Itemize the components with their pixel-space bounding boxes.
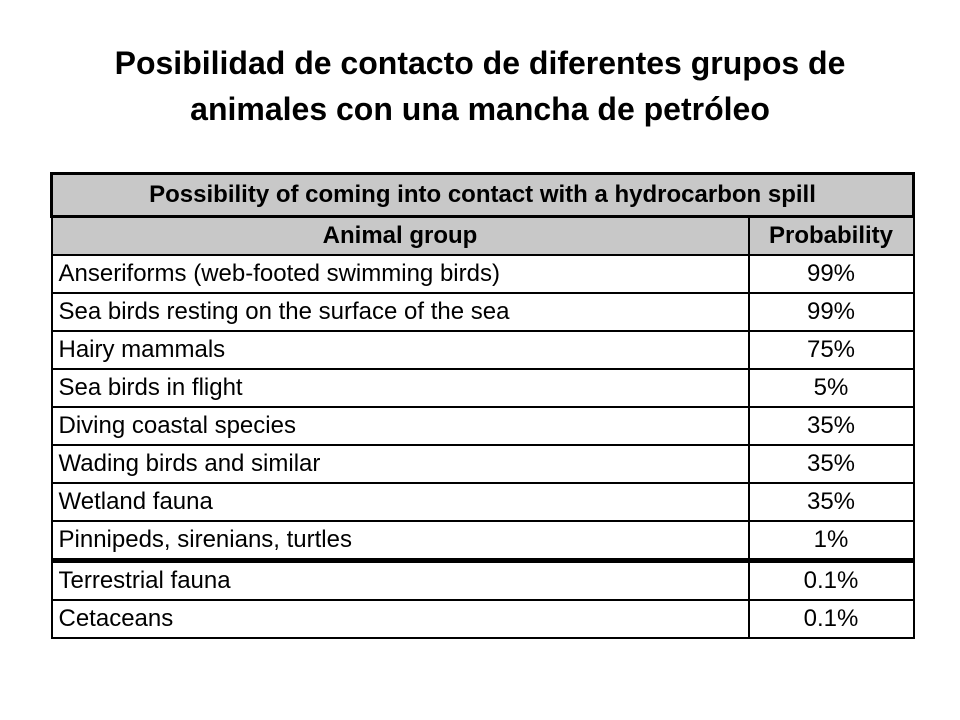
animal-group-cell: Hairy mammals xyxy=(50,330,750,370)
table-row: Pinnipeds, sirenians, turtles 1% xyxy=(50,520,915,563)
slide-title: Posibilidad de contacto de diferentes gr… xyxy=(40,40,920,132)
probability-cell: 1% xyxy=(747,520,915,563)
animal-group-cell: Wetland fauna xyxy=(50,482,750,522)
table-row: Sea birds resting on the surface of the … xyxy=(50,292,915,332)
probability-cell: 5% xyxy=(747,368,915,408)
animal-group-cell: Cetaceans xyxy=(50,599,750,639)
animal-group-cell: Sea birds in flight xyxy=(50,368,750,408)
table-row: Terrestrial fauna 0.1% xyxy=(50,559,915,601)
table-caption-row: Possibility of coming into contact with … xyxy=(49,172,916,218)
slide-title-line-1: Posibilidad de contacto de diferentes gr… xyxy=(114,45,846,81)
probability-cell: 75% xyxy=(747,330,915,370)
table-row: Wetland fauna 35% xyxy=(50,482,915,522)
table-row: Wading birds and similar 35% xyxy=(50,444,915,484)
table-header-row: Animal group Probability xyxy=(50,215,915,256)
table-row: Hairy mammals 75% xyxy=(50,330,915,370)
table-row: Anseriforms (web-footed swimming birds) … xyxy=(50,254,915,294)
animal-group-cell: Anseriforms (web-footed swimming birds) xyxy=(50,254,750,294)
probability-table-container: Possibility of coming into contact with … xyxy=(49,172,916,639)
column-header-animal-group: Animal group xyxy=(50,215,750,256)
table-row: Cetaceans 0.1% xyxy=(50,599,915,639)
probability-cell: 99% xyxy=(747,292,915,332)
probability-cell: 35% xyxy=(747,444,915,484)
probability-cell: 35% xyxy=(747,482,915,522)
animal-group-cell: Pinnipeds, sirenians, turtles xyxy=(50,520,750,563)
animal-group-cell: Diving coastal species xyxy=(50,406,750,446)
animal-group-cell: Wading birds and similar xyxy=(50,444,750,484)
slide-title-line-2: animales con una mancha de petróleo xyxy=(190,91,770,127)
table-row: Sea birds in flight 5% xyxy=(50,368,915,408)
animal-group-cell: Terrestrial fauna xyxy=(50,559,750,601)
probability-cell: 0.1% xyxy=(747,559,915,601)
animal-group-cell: Sea birds resting on the surface of the … xyxy=(50,292,750,332)
probability-cell: 35% xyxy=(747,406,915,446)
table-caption: Possibility of coming into contact with … xyxy=(49,172,916,218)
table-row: Diving coastal species 35% xyxy=(50,406,915,446)
probability-cell: 0.1% xyxy=(747,599,915,639)
probability-table: Possibility of coming into contact with … xyxy=(49,172,916,639)
column-header-probability: Probability xyxy=(747,215,915,256)
probability-cell: 99% xyxy=(747,254,915,294)
